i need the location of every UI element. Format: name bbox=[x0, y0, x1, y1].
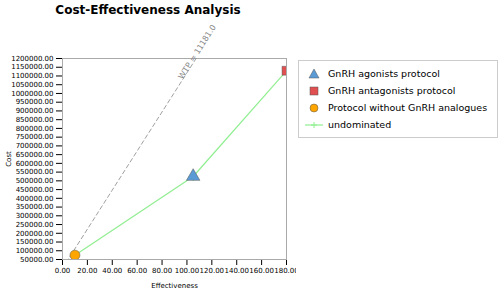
svg-text:WTP = 11181.0: WTP = 11181.0 bbox=[177, 23, 218, 81]
svg-text:180.00: 180.00 bbox=[274, 267, 296, 275]
svg-text:600000.00: 600000.00 bbox=[16, 160, 54, 168]
svg-text:550000.00: 550000.00 bbox=[16, 168, 54, 176]
svg-text:50000.00: 50000.00 bbox=[20, 256, 53, 264]
svg-text:450000.00: 450000.00 bbox=[16, 186, 54, 194]
svg-text:60.00: 60.00 bbox=[127, 267, 147, 275]
svg-text:100.00: 100.00 bbox=[175, 267, 200, 275]
svg-text:160.00: 160.00 bbox=[249, 267, 274, 275]
svg-text:900000.00: 900000.00 bbox=[16, 107, 54, 115]
html-text:undominated: undominated bbox=[328, 119, 392, 130]
svg-text:800000.00: 800000.00 bbox=[16, 125, 54, 133]
svg-text:1100000.00: 1100000.00 bbox=[11, 72, 53, 80]
svg-text:650000.00: 650000.00 bbox=[16, 151, 54, 159]
svg-text:80.00: 80.00 bbox=[152, 267, 172, 275]
html-text:Cost-Effectiveness Analysis: Cost-Effectiveness Analysis bbox=[55, 3, 241, 17]
svg-text:0.00: 0.00 bbox=[55, 267, 71, 275]
html-text:GnRH antagonists protocol: GnRH antagonists protocol bbox=[328, 85, 456, 96]
svg-text:200000.00: 200000.00 bbox=[16, 230, 54, 238]
svg-text:Cost: Cost bbox=[5, 151, 13, 167]
html-text:Protocol without GnRH analogue: Protocol without GnRH analogues bbox=[328, 102, 488, 113]
html-text:GnRH agonists protocol: GnRH agonists protocol bbox=[328, 68, 440, 79]
svg-text:400000.00: 400000.00 bbox=[16, 195, 54, 203]
svg-text:140.00: 140.00 bbox=[224, 267, 249, 275]
svg-text:40.00: 40.00 bbox=[102, 267, 122, 275]
svg-text:120.00: 120.00 bbox=[200, 267, 225, 275]
svg-text:1200000.00: 1200000.00 bbox=[11, 55, 53, 63]
svg-text:1000000.00: 1000000.00 bbox=[11, 90, 53, 98]
svg-text:100000.00: 100000.00 bbox=[16, 247, 54, 255]
svg-text:250000.00: 250000.00 bbox=[16, 221, 54, 229]
svg-text:Effectiveness: Effectiveness bbox=[151, 282, 198, 290]
svg-text:350000.00: 350000.00 bbox=[16, 203, 54, 211]
svg-text:700000.00: 700000.00 bbox=[16, 142, 54, 150]
svg-text:150000.00: 150000.00 bbox=[16, 238, 54, 246]
svg-text:950000.00: 950000.00 bbox=[16, 98, 54, 106]
svg-text:750000.00: 750000.00 bbox=[16, 133, 54, 141]
svg-text:1050000.00: 1050000.00 bbox=[11, 81, 53, 89]
svg-text:500000.00: 500000.00 bbox=[16, 177, 54, 185]
svg-text:1150000.00: 1150000.00 bbox=[11, 63, 53, 71]
svg-text:850000.00: 850000.00 bbox=[16, 116, 54, 124]
svg-text:300000.00: 300000.00 bbox=[16, 212, 54, 220]
svg-text:20.00: 20.00 bbox=[77, 267, 97, 275]
